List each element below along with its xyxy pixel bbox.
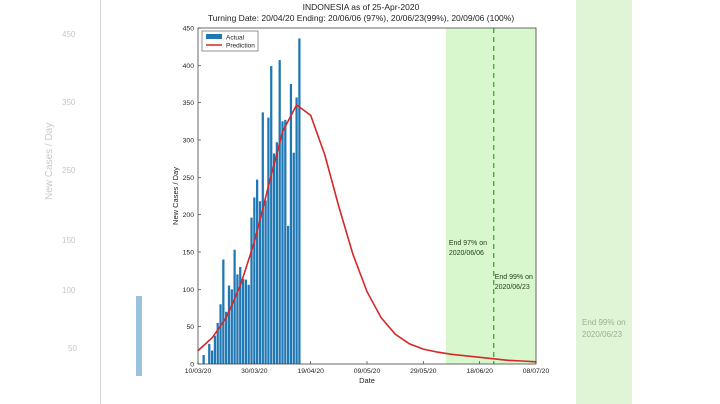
y-tick-label: 400 — [183, 63, 195, 70]
actual-bar — [233, 249, 236, 364]
x-tick-label: 30/03/20 — [241, 368, 268, 375]
actual-bar — [219, 304, 222, 364]
legend: Actual Prediction — [201, 30, 259, 52]
y-tick-label: 300 — [183, 138, 195, 145]
actual-bar — [284, 119, 287, 364]
actual-bar — [227, 285, 231, 364]
background-tick: 250 — [62, 166, 76, 175]
x-tick-label: 08/07/20 — [523, 368, 550, 375]
actual-bar — [250, 217, 253, 364]
y-tick-label: 0 — [190, 362, 194, 369]
legend-swatch-actual — [206, 34, 222, 39]
y-axis-label: New Cases / Day — [171, 167, 180, 225]
actual-bar — [275, 142, 278, 364]
x-tick-label: 19/04/20 — [297, 368, 324, 375]
background-right-panel: End 99% on 2020/06/23 — [576, 0, 720, 404]
actual-bar — [222, 259, 225, 364]
background-axis-line — [100, 0, 101, 404]
background-annotation: End 99% on — [582, 318, 626, 327]
actual-bar — [295, 97, 298, 364]
background-tick: 350 — [62, 98, 76, 107]
actual-bar — [239, 266, 242, 364]
actual-bar — [264, 200, 267, 364]
actual-bar — [272, 153, 276, 364]
x-tick-label: 18/06/20 — [466, 368, 493, 375]
y-tick-label: 200 — [183, 212, 195, 219]
actual-bar — [202, 355, 205, 364]
background-ylabel: New Cases / Day — [44, 122, 55, 200]
background-tick: 150 — [62, 236, 76, 245]
annotation-end-97: End 97% on — [449, 240, 487, 247]
actual-bar — [267, 117, 270, 364]
actual-bar — [253, 197, 256, 364]
actual-bar — [256, 179, 259, 364]
chart-title: INDONESIA as of 25-Apr-2020 — [302, 2, 420, 12]
y-tick-label: 50 — [186, 324, 194, 331]
background-annotation: 2020/06/23 — [582, 330, 623, 339]
annotation-end-97-date: 2020/06/06 — [449, 250, 484, 257]
actual-bar — [241, 278, 245, 364]
legend-label-prediction: Prediction — [226, 43, 255, 50]
shaded-region — [445, 28, 536, 364]
chart-panel: INDONESIA as of 25-Apr-2020 Turning Date… — [146, 0, 576, 404]
actual-bar — [208, 343, 211, 364]
actual-bar — [270, 66, 273, 364]
y-axis-ticks: 0 50 100 150 200 250 300 350 400 450 — [183, 26, 201, 369]
actual-bar — [247, 284, 250, 364]
y-tick-label: 100 — [183, 287, 195, 294]
actual-bar — [213, 335, 217, 364]
background-shaded-region — [576, 0, 632, 404]
actual-bar — [230, 289, 233, 364]
y-tick-label: 150 — [183, 250, 195, 257]
actual-bar — [289, 84, 293, 364]
x-axis-ticks: 10/03/20 30/03/20 19/04/20 09/05/20 29/05/20… — [185, 361, 550, 375]
actual-bar — [298, 38, 301, 364]
actual-bar — [287, 225, 290, 364]
actual-bar — [261, 112, 264, 365]
chart-subtitle: Turning Date: 20/04/20 Ending: 20/06/06 … — [207, 13, 515, 23]
actual-bars — [202, 38, 301, 365]
actual-bar — [278, 60, 281, 365]
background-tick: 50 — [68, 344, 77, 353]
actual-bar — [244, 279, 248, 364]
x-tick-label: 29/05/20 — [410, 368, 437, 375]
annotation-end-99: End 99% on — [495, 274, 533, 281]
actual-bar — [236, 274, 239, 364]
actual-bar — [292, 152, 295, 364]
chart-svg: 0 50 100 150 200 250 300 350 400 450 10/03/20 30/0… — [171, 26, 550, 386]
x-axis-label: Date — [359, 376, 375, 385]
y-tick-label: 250 — [183, 175, 195, 182]
background-bar — [136, 296, 142, 376]
prediction-line — [197, 103, 537, 363]
background-tick: 450 — [62, 30, 76, 39]
actual-bar — [216, 322, 219, 364]
y-tick-label: 350 — [183, 100, 195, 107]
actual-bar — [281, 121, 284, 364]
actual-bar — [258, 201, 262, 364]
legend-label-actual: Actual — [226, 35, 245, 42]
x-tick-label: 10/03/20 — [185, 368, 212, 375]
annotation-end-99-date: 2020/06/23 — [495, 284, 530, 291]
background-left-panel: 450 350 250 150 100 50 New Cases / Day — [0, 0, 146, 404]
y-tick-label: 450 — [183, 26, 195, 33]
actual-bar — [210, 350, 214, 364]
x-tick-label: 09/05/20 — [354, 368, 381, 375]
background-tick: 100 — [62, 286, 76, 295]
actual-bar — [225, 311, 228, 364]
